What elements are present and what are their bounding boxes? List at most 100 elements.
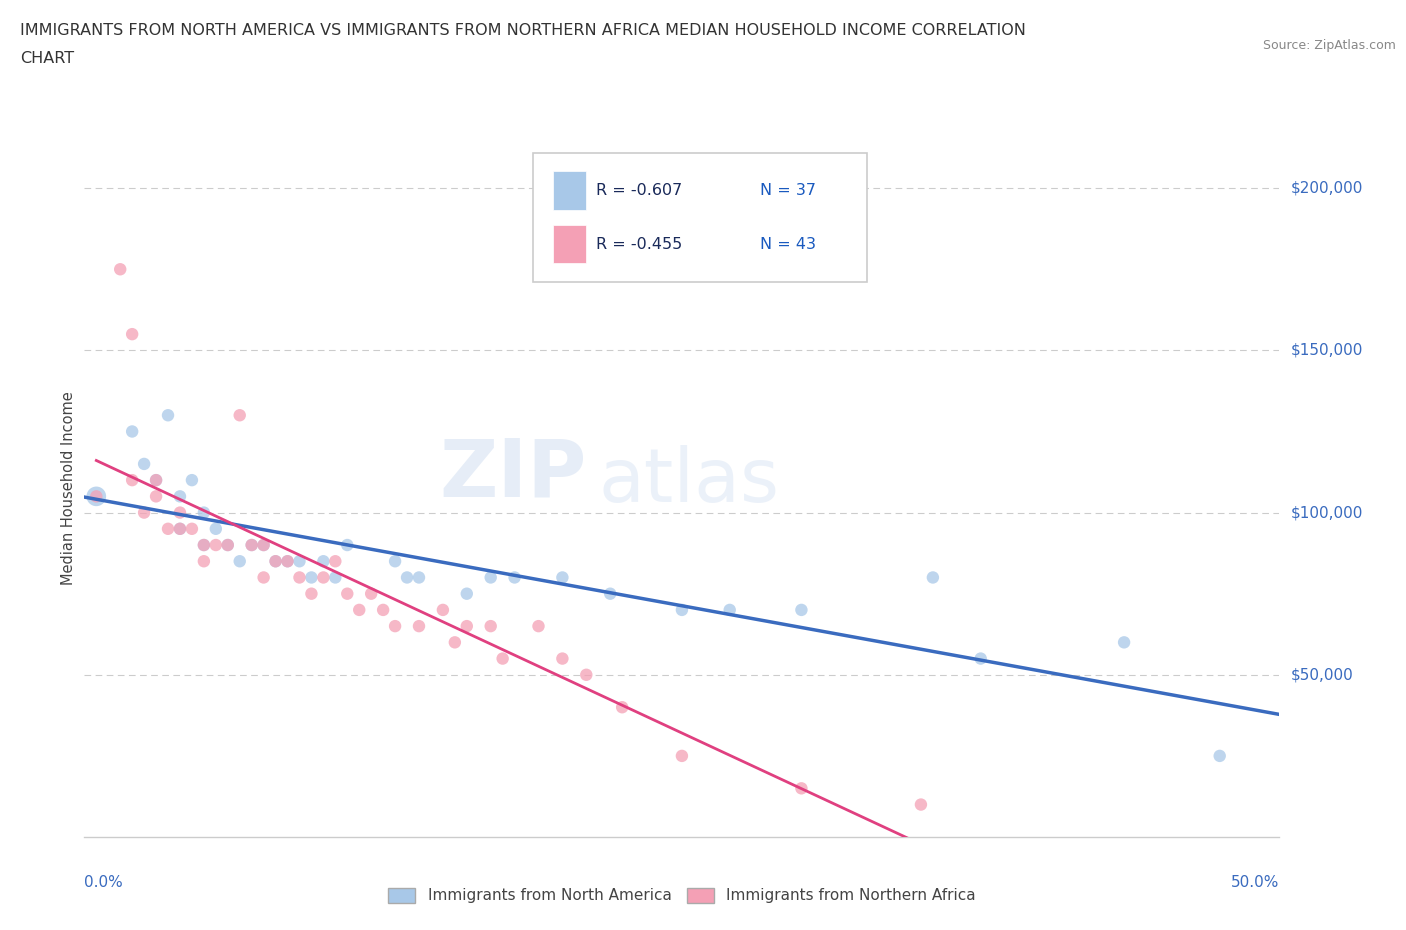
Legend: Immigrants from North America, Immigrants from Northern Africa: Immigrants from North America, Immigrant… bbox=[381, 882, 983, 910]
Point bbox=[121, 424, 143, 439]
Point bbox=[970, 651, 993, 666]
Point bbox=[217, 538, 239, 552]
Text: $150,000: $150,000 bbox=[1291, 343, 1362, 358]
Point bbox=[575, 668, 598, 683]
Point bbox=[790, 781, 813, 796]
Text: R = -0.455: R = -0.455 bbox=[596, 236, 682, 252]
Point bbox=[456, 586, 478, 601]
Point bbox=[217, 538, 239, 552]
Point bbox=[193, 538, 215, 552]
Point bbox=[671, 603, 693, 618]
Point bbox=[1208, 749, 1230, 764]
Point bbox=[456, 618, 478, 633]
Text: Source: ZipAtlas.com: Source: ZipAtlas.com bbox=[1263, 39, 1396, 52]
Point bbox=[479, 618, 502, 633]
FancyBboxPatch shape bbox=[533, 153, 868, 283]
Point bbox=[264, 553, 287, 568]
Point bbox=[157, 522, 180, 537]
Point bbox=[84, 489, 107, 504]
FancyBboxPatch shape bbox=[553, 225, 586, 263]
Y-axis label: Median Household Income: Median Household Income bbox=[60, 392, 76, 585]
Point bbox=[205, 538, 228, 552]
Point bbox=[301, 570, 323, 585]
Point bbox=[432, 603, 454, 618]
Point bbox=[205, 522, 228, 537]
Point bbox=[193, 553, 215, 568]
FancyBboxPatch shape bbox=[553, 171, 586, 209]
Text: atlas: atlas bbox=[599, 445, 779, 518]
Text: IMMIGRANTS FROM NORTH AMERICA VS IMMIGRANTS FROM NORTHERN AFRICA MEDIAN HOUSEHOL: IMMIGRANTS FROM NORTH AMERICA VS IMMIGRA… bbox=[20, 23, 1025, 38]
Text: 0.0%: 0.0% bbox=[84, 875, 124, 890]
Point bbox=[276, 553, 298, 568]
Point bbox=[253, 538, 276, 552]
Point bbox=[360, 586, 382, 601]
Text: CHART: CHART bbox=[20, 51, 73, 66]
Point bbox=[312, 570, 335, 585]
Point bbox=[193, 505, 215, 520]
Point bbox=[169, 522, 191, 537]
Point bbox=[110, 262, 132, 277]
Point bbox=[671, 749, 693, 764]
Point bbox=[240, 538, 263, 552]
Point bbox=[371, 603, 394, 618]
Point bbox=[396, 570, 419, 585]
Point bbox=[718, 603, 741, 618]
Point bbox=[253, 538, 276, 552]
Point bbox=[323, 553, 346, 568]
Point bbox=[336, 538, 359, 552]
Point bbox=[169, 522, 191, 537]
Text: R = -0.607: R = -0.607 bbox=[596, 183, 682, 198]
Point bbox=[551, 651, 574, 666]
Point bbox=[444, 635, 467, 650]
Point bbox=[408, 618, 430, 633]
Point bbox=[121, 326, 143, 341]
Point bbox=[228, 553, 252, 568]
Point bbox=[336, 586, 359, 601]
Text: $50,000: $50,000 bbox=[1291, 668, 1354, 683]
Text: N = 43: N = 43 bbox=[759, 236, 815, 252]
Point bbox=[349, 603, 371, 618]
Text: ZIP: ZIP bbox=[439, 435, 586, 513]
Point bbox=[253, 570, 276, 585]
Point bbox=[145, 472, 167, 487]
Point bbox=[228, 408, 252, 423]
Point bbox=[276, 553, 298, 568]
Point bbox=[264, 553, 287, 568]
Point bbox=[503, 570, 526, 585]
Point bbox=[323, 570, 346, 585]
Point bbox=[132, 505, 156, 520]
Point bbox=[193, 538, 215, 552]
Point bbox=[1112, 635, 1135, 650]
Point bbox=[145, 472, 167, 487]
Point bbox=[180, 472, 202, 487]
Point bbox=[169, 489, 191, 504]
Point bbox=[790, 603, 813, 618]
Text: N = 37: N = 37 bbox=[759, 183, 815, 198]
Point bbox=[288, 570, 311, 585]
Point bbox=[479, 570, 502, 585]
Point bbox=[384, 553, 406, 568]
Point bbox=[599, 586, 621, 601]
Point bbox=[240, 538, 263, 552]
Text: $100,000: $100,000 bbox=[1291, 505, 1362, 520]
Text: $200,000: $200,000 bbox=[1291, 180, 1362, 195]
Point bbox=[169, 505, 191, 520]
Point bbox=[910, 797, 932, 812]
Point bbox=[157, 408, 180, 423]
Point bbox=[288, 553, 311, 568]
Point bbox=[301, 586, 323, 601]
Point bbox=[312, 553, 335, 568]
Point bbox=[180, 522, 202, 537]
Point bbox=[492, 651, 515, 666]
Point bbox=[132, 457, 156, 472]
Point bbox=[610, 699, 633, 714]
Text: 50.0%: 50.0% bbox=[1232, 875, 1279, 890]
Point bbox=[551, 570, 574, 585]
Point bbox=[527, 618, 550, 633]
Point bbox=[145, 489, 167, 504]
Point bbox=[121, 472, 143, 487]
Point bbox=[922, 570, 945, 585]
Point bbox=[408, 570, 430, 585]
Point bbox=[384, 618, 406, 633]
Point bbox=[84, 489, 107, 504]
